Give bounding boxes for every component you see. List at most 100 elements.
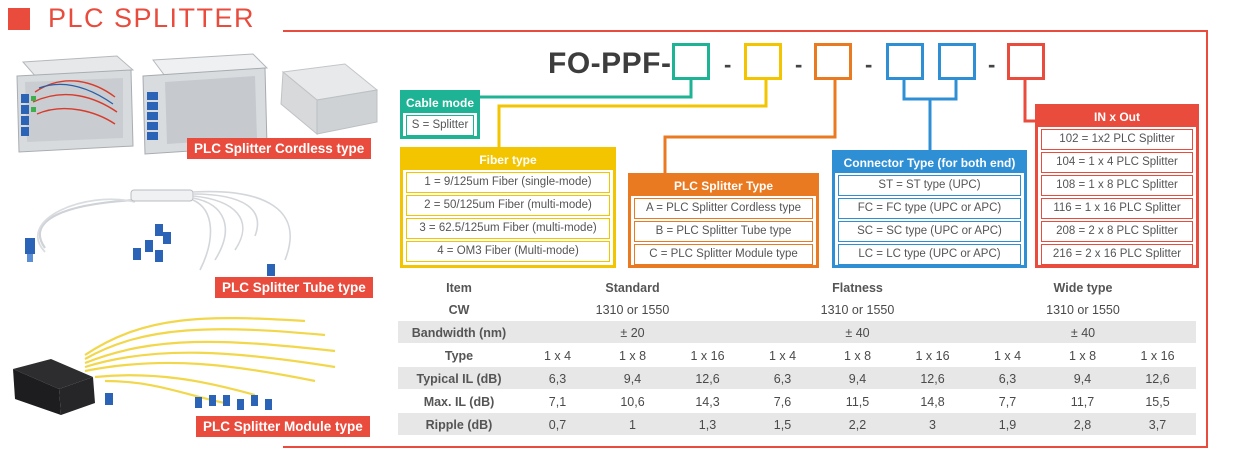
option-in-out-216: 216 = 2 x 16 PLC Splitter <box>1041 244 1193 265</box>
table-cell: 12,6 <box>920 372 945 386</box>
bandwidth-wide: ± 40 <box>1070 326 1096 340</box>
panel-splitter-type: PLC Splitter Type A = PLC Splitter Cordl… <box>628 173 819 268</box>
option-connector-lc: LC = LC type (UPC or APC) <box>838 244 1021 265</box>
panel-title: IN x Out <box>1038 107 1196 127</box>
table-cell: 11,5 <box>845 395 870 409</box>
product-label-tube: PLC Splitter Tube type <box>215 277 373 298</box>
bandwidth-standard: ± 20 <box>620 326 645 340</box>
table-row-band <box>398 413 1196 435</box>
table-row-band <box>398 321 1196 343</box>
panel-title: Connector Type (for both end) <box>835 153 1024 173</box>
option-fiber-4: 4 = OM3 Fiber (Multi-mode) <box>406 241 610 262</box>
row-label: Typical IL (dB) <box>416 372 502 386</box>
cw-wide: 1310 or 1550 <box>1046 303 1120 317</box>
row-label-bandwidth: Bandwidth (nm) <box>411 326 507 340</box>
option-in-out-116: 116 = 1 x 16 PLC Splitter <box>1041 198 1193 219</box>
option-fiber-2: 2 = 50/125um Fiber (multi-mode) <box>406 195 610 216</box>
row-label: Ripple (dB) <box>425 418 493 432</box>
table-cell: 7,6 <box>773 395 792 409</box>
table-cell: 1,9 <box>998 418 1017 432</box>
table-cell: 9,4 <box>623 372 642 386</box>
product-label-cordless: PLC Splitter Cordless type <box>187 138 372 159</box>
tube-splitter-image <box>25 189 291 276</box>
table-cell: 3 <box>929 418 936 432</box>
table-cell: 0,7 <box>548 418 567 432</box>
table-cell: 1,3 <box>698 418 717 432</box>
table-cell: 11,7 <box>1070 395 1095 409</box>
row-label: Max. IL (dB) <box>423 395 495 409</box>
table-cell: 9,4 <box>848 372 867 386</box>
code-box-fiber-type <box>744 43 782 80</box>
group-header-flatness: Flatness <box>832 281 883 295</box>
option-connector-fc: FC = FC type (UPC or APC) <box>838 198 1021 219</box>
product-label-module: PLC Splitter Module type <box>196 416 370 437</box>
module-splitter-image <box>13 317 336 415</box>
option-connector-st: ST = ST type (UPC) <box>838 175 1021 196</box>
panel-fiber-type: Fiber type 1 = 9/125um Fiber (single-mod… <box>400 147 616 268</box>
option-splitter-c: C = PLC Splitter Module type <box>634 244 813 265</box>
code-box-connector-1 <box>886 43 924 80</box>
option-connector-sc: SC = SC type (UPC or APC) <box>838 221 1021 242</box>
option-splitter-a: A = PLC Splitter Cordless type <box>634 198 813 219</box>
panel-title: Fiber type <box>403 150 613 170</box>
option-in-out-108: 108 = 1 x 8 PLC Splitter <box>1041 175 1193 196</box>
option-in-out-208: 208 = 2 x 8 PLC Splitter <box>1041 221 1193 242</box>
table-cell: 2,8 <box>1073 418 1092 432</box>
table-cell: 1,5 <box>773 418 792 432</box>
group-header-wide: Wide type <box>1053 281 1113 295</box>
code-box-cable-mode <box>672 43 710 80</box>
type-cell: 1 x 8 <box>843 349 872 363</box>
type-cell: 1 x 8 <box>618 349 647 363</box>
table-cell: 12,6 <box>1145 372 1170 386</box>
type-cell: 1 x 8 <box>1068 349 1097 363</box>
table-cell: 14,8 <box>920 395 945 409</box>
type-cell: 1 x 16 <box>915 349 950 363</box>
type-cell: 1 x 16 <box>1140 349 1175 363</box>
table-cell: 15,5 <box>1145 395 1170 409</box>
code-box-in-out <box>1007 43 1045 80</box>
type-cell: 1 x 16 <box>690 349 725 363</box>
option-fiber-3: 3 = 62.5/125um Fiber (multi-mode) <box>406 218 610 239</box>
code-separator: - <box>988 52 996 77</box>
panel-connector-type: Connector Type (for both end) ST = ST ty… <box>832 150 1027 268</box>
table-cell: 14,3 <box>695 395 720 409</box>
table-cell: 10,6 <box>620 395 645 409</box>
title-marker <box>8 8 30 30</box>
panel-cable-mode: Cable mode S = Splitter <box>400 90 480 139</box>
option-in-out-104: 104 = 1 x 4 PLC Splitter <box>1041 152 1193 173</box>
option-splitter-b: B = PLC Splitter Tube type <box>634 221 813 242</box>
table-cell: 9,4 <box>1073 372 1092 386</box>
option-in-out-102: 102 = 1x2 PLC Splitter <box>1041 129 1193 150</box>
part-number-prefix: FO-PPF- <box>548 47 672 80</box>
panel-in-out: IN x Out 102 = 1x2 PLC Splitter 104 = 1 … <box>1035 104 1199 268</box>
code-separator: - <box>724 52 732 77</box>
code-separator: - <box>795 52 803 77</box>
code-box-splitter-type <box>814 43 852 80</box>
table-cell: 2,2 <box>848 418 867 432</box>
panel-title: PLC Splitter Type <box>631 176 816 196</box>
group-header-standard: Standard <box>605 281 660 295</box>
table-cell: 6,3 <box>998 372 1017 386</box>
type-cell: 1 x 4 <box>768 349 797 363</box>
table-cell: 6,3 <box>548 372 567 386</box>
option-cable-mode: S = Splitter <box>406 115 474 136</box>
content-frame <box>283 30 1208 448</box>
page-title: PLC SPLITTER <box>48 3 256 33</box>
item-header: Item <box>446 281 472 295</box>
cw-flatness: 1310 or 1550 <box>820 303 895 317</box>
table-cell: 7,1 <box>548 395 567 409</box>
table-cell: 6,3 <box>773 372 792 386</box>
table-row-band <box>398 367 1196 389</box>
option-fiber-1: 1 = 9/125um Fiber (single-mode) <box>406 172 610 193</box>
type-cell: 1 x 4 <box>993 349 1022 363</box>
row-label-cw: CW <box>448 303 470 317</box>
bandwidth-flatness: ± 40 <box>845 326 870 340</box>
code-box-connector-2 <box>938 43 976 80</box>
table-cell: 7,7 <box>998 395 1017 409</box>
row-label-type: Type <box>444 349 474 363</box>
panel-title: Cable mode <box>403 93 477 113</box>
cw-standard: 1310 or 1550 <box>595 303 670 317</box>
table-cell: 12,6 <box>695 372 720 386</box>
table-cell: 3,7 <box>1148 418 1167 432</box>
